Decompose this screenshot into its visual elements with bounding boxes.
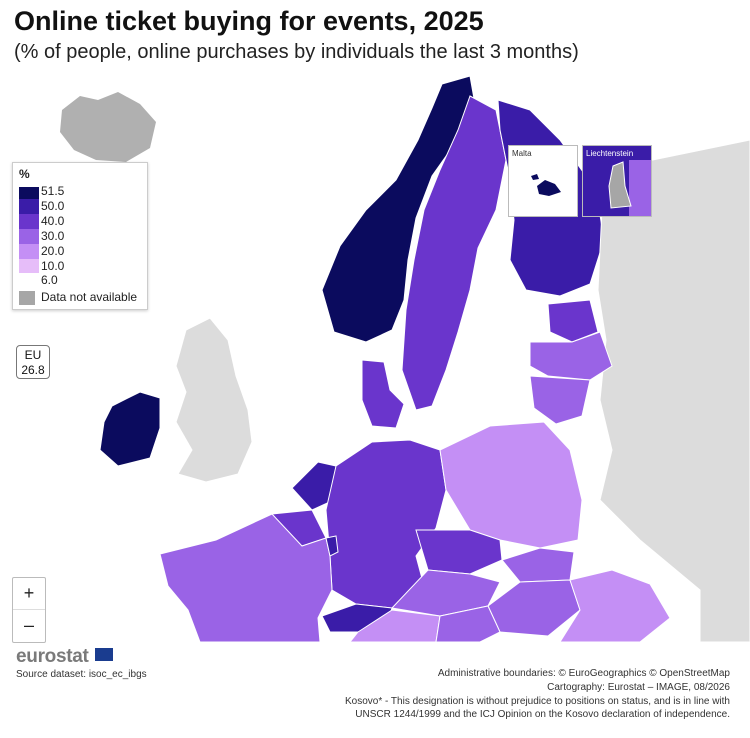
legend-tick-6: 10.0 bbox=[41, 259, 65, 273]
eu-flag-icon bbox=[95, 648, 113, 661]
region-united-kingdom[interactable] bbox=[175, 317, 253, 483]
zoom-out-button[interactable]: – bbox=[13, 609, 45, 641]
credit-line-4: UNSCR 1244/1999 and the ICJ Opinion on t… bbox=[355, 709, 730, 720]
region-denmark[interactable] bbox=[361, 359, 405, 429]
region-luxembourg[interactable] bbox=[325, 535, 339, 557]
legend-unit: % bbox=[19, 167, 30, 181]
malta-inset-label: Malta bbox=[512, 149, 532, 158]
liechtenstein-shape bbox=[608, 160, 651, 216]
credit-line-3: Kosovo* - This designation is without pr… bbox=[344, 696, 730, 707]
malta-shape bbox=[531, 174, 561, 196]
liechtenstein-inset[interactable]: Liechtenstein bbox=[582, 145, 652, 217]
credit-line-1: Administrative boundaries: © EuroGeograp… bbox=[437, 668, 730, 679]
region-poland[interactable] bbox=[439, 421, 583, 549]
legend-tick-4: 30.0 bbox=[41, 229, 65, 243]
region-non-eu-east[interactable] bbox=[597, 139, 750, 642]
source-dataset: Source dataset: isoc_ec_ibgs bbox=[16, 669, 147, 680]
legend-swatch-5 bbox=[19, 244, 39, 259]
legend-swatch-1 bbox=[19, 187, 39, 199]
map-subtitle: (% of people, online purchases by indivi… bbox=[14, 41, 579, 63]
legend-na-label: Data not available bbox=[41, 290, 138, 304]
map-title: Online ticket buying for events, 2025 bbox=[14, 6, 484, 36]
legend-na-swatch bbox=[19, 291, 35, 305]
legend-tick-2: 50.0 bbox=[41, 199, 65, 213]
region-latvia[interactable] bbox=[529, 331, 613, 381]
legend: % 51.5 50.0 40.0 30.0 20.0 10.0 6.0 Data… bbox=[12, 162, 148, 310]
legend-tick-7: 6.0 bbox=[41, 273, 58, 287]
region-slovakia[interactable] bbox=[501, 547, 575, 583]
zoom-controls: + – bbox=[12, 577, 46, 643]
zoom-in-button[interactable]: + bbox=[23, 583, 35, 603]
region-france[interactable] bbox=[159, 513, 333, 642]
legend-swatch-6 bbox=[19, 259, 39, 273]
region-sweden[interactable] bbox=[401, 95, 507, 411]
eu-badge-label: EU bbox=[24, 348, 42, 362]
malta-inset[interactable]: Malta bbox=[508, 145, 578, 217]
eurostat-logo: eurostat bbox=[16, 646, 89, 667]
liechtenstein-inset-label: Liechtenstein bbox=[586, 149, 634, 158]
map-area[interactable]: Malta Liechtenstein bbox=[0, 70, 750, 642]
credit-line-2: Cartography: Eurostat – IMAGE, 08/2026 bbox=[547, 682, 730, 693]
region-slovenia-croatia[interactable] bbox=[435, 605, 501, 642]
legend-tick-1: 51.5 bbox=[41, 184, 65, 198]
region-ireland[interactable] bbox=[99, 391, 161, 467]
legend-tick-5: 20.0 bbox=[41, 244, 65, 258]
region-lithuania[interactable] bbox=[529, 375, 591, 425]
legend-swatch-3 bbox=[19, 214, 39, 229]
region-romania[interactable] bbox=[559, 569, 671, 642]
eu-badge-value: 26.8 bbox=[21, 363, 45, 377]
legend-swatch-4 bbox=[19, 229, 39, 244]
legend-tick-3: 40.0 bbox=[41, 214, 65, 228]
legend-swatch-2 bbox=[19, 199, 39, 214]
region-iceland[interactable] bbox=[60, 92, 156, 162]
eu-average-badge: EU 26.8 bbox=[16, 345, 50, 379]
